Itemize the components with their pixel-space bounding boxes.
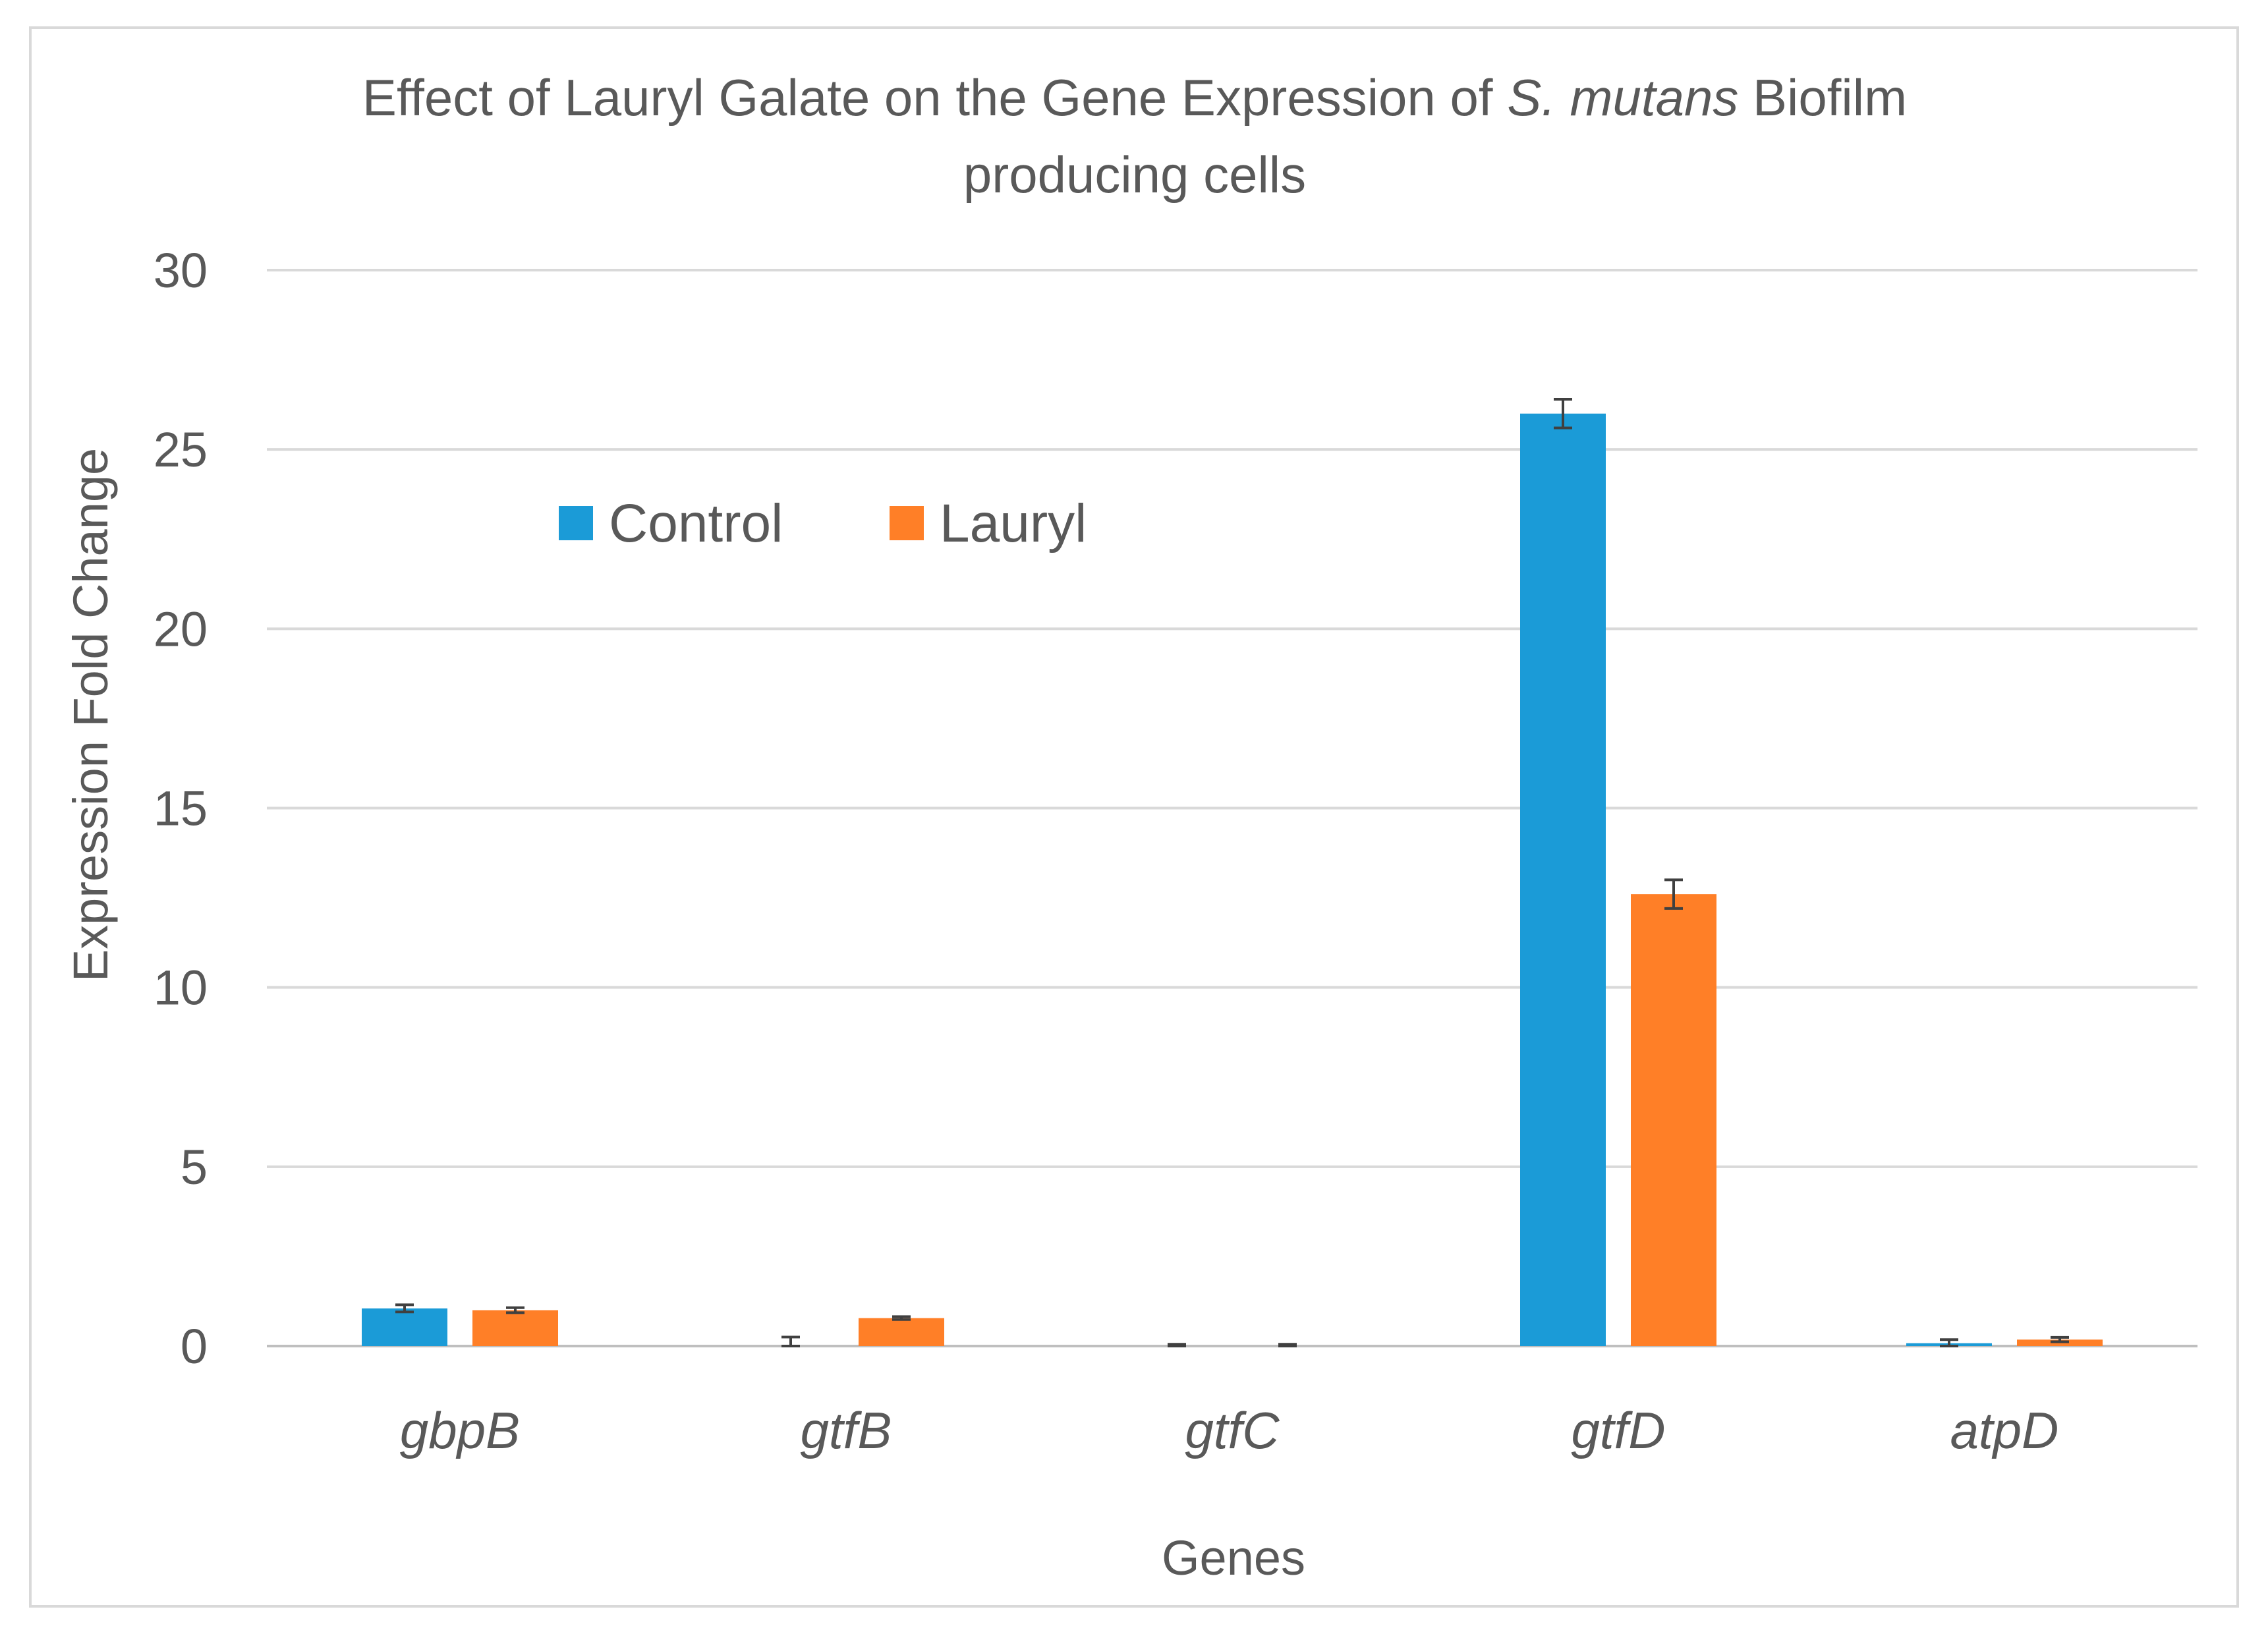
- error-bar-lauryl-atpD: [2051, 1336, 2069, 1343]
- y-tick-label: 5: [181, 1140, 208, 1195]
- bar-lauryl-gtfB: [859, 1318, 944, 1346]
- x-tick-label: atpD: [1950, 1401, 2059, 1459]
- x-tick-label: gbpB: [400, 1401, 520, 1459]
- error-bars: [395, 397, 2069, 1347]
- error-bar-control-gtfC: [1168, 1343, 1186, 1347]
- error-bar-control-gtfD: [1554, 397, 1572, 430]
- gridlines: [267, 269, 2197, 1347]
- error-bar-lauryl-gbpB: [506, 1306, 524, 1314]
- y-axis-ticks: 0 5 10 15 20 25 30: [154, 243, 208, 1374]
- x-axis-categories: gbpB gtfB gtfC gtfD atpD: [400, 1401, 2058, 1459]
- bar-control-gtfD: [1520, 413, 1606, 1346]
- legend-swatch-control: [559, 506, 593, 540]
- title-text-post: Biofilm: [1738, 69, 1907, 127]
- title-text-species: S. mutans: [1507, 69, 1738, 127]
- chart-title-line2: producing cells: [963, 146, 1306, 204]
- x-tick-label: gtfB: [801, 1401, 892, 1459]
- y-tick-label: 20: [154, 602, 208, 656]
- error-bar-lauryl-gtfB: [892, 1315, 911, 1321]
- bar-lauryl-gbpB: [472, 1310, 558, 1346]
- x-tick-label: gtfD: [1571, 1401, 1665, 1459]
- legend-label-control: Control: [609, 493, 783, 553]
- error-bar-control-gbpB: [395, 1303, 414, 1314]
- x-axis-label: Genes: [1162, 1531, 1305, 1585]
- bar-lauryl-gtfD: [1631, 894, 1716, 1346]
- y-tick-label: 0: [181, 1319, 208, 1374]
- y-tick-label: 25: [154, 422, 208, 477]
- legend: Control Lauryl: [559, 493, 1087, 553]
- bar-control-gbpB: [362, 1308, 447, 1346]
- error-bar-lauryl-gtfD: [1664, 878, 1683, 910]
- error-bar-lauryl-gtfC: [1278, 1343, 1297, 1347]
- legend-label-lauryl: Lauryl: [940, 493, 1087, 553]
- x-tick-label: gtfC: [1185, 1401, 1280, 1459]
- y-tick-label: 15: [154, 781, 208, 836]
- chart-title-line1: Effect of Lauryl Galate on the Gene Expr…: [362, 69, 1907, 127]
- legend-swatch-lauryl: [890, 506, 924, 540]
- error-bar-control-atpD: [1940, 1338, 1958, 1347]
- y-tick-label: 30: [154, 243, 208, 298]
- y-axis-label: Expression Fold Change: [63, 448, 118, 982]
- error-bar-control-gtfB: [781, 1336, 800, 1347]
- bars: [362, 413, 2103, 1346]
- title-text-pre: Effect of Lauryl Galate on the Gene Expr…: [362, 69, 1507, 127]
- y-tick-label: 10: [154, 961, 208, 1015]
